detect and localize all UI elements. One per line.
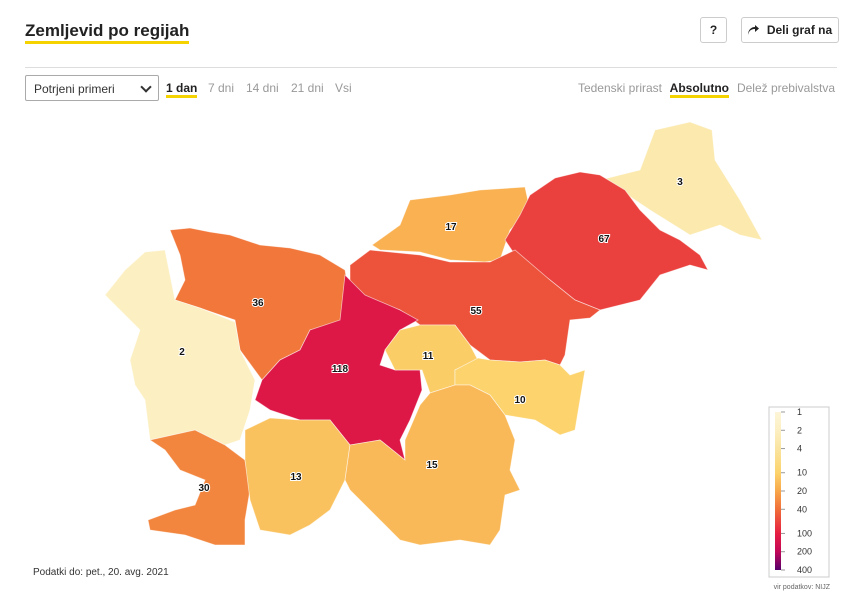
legend-label: 100 xyxy=(797,528,812,538)
region xyxy=(598,121,763,241)
region-label: 118 xyxy=(332,364,349,375)
legend-bar xyxy=(775,412,781,570)
measure-option[interactable]: Tedenski prirast xyxy=(577,81,662,95)
legend-label: 2 xyxy=(797,425,802,435)
share-label: Deli graf na xyxy=(766,23,833,37)
region-label: 30 xyxy=(198,483,210,494)
region xyxy=(344,384,521,546)
dataset-select[interactable]: Potrjeni primeri xyxy=(25,75,159,101)
share-button[interactable]: Deli graf na xyxy=(741,17,839,43)
period-option[interactable]: 7 dni xyxy=(208,81,235,95)
period-option[interactable]: Vsi xyxy=(335,81,352,95)
region xyxy=(244,417,351,536)
legend-label: 40 xyxy=(797,504,807,514)
region-label: 10 xyxy=(514,395,526,406)
region-label: 55 xyxy=(470,306,482,317)
period-option[interactable]: 1 dan xyxy=(166,81,198,98)
legend-label: 1 xyxy=(797,407,802,417)
legend-label: 200 xyxy=(797,547,812,557)
period-option[interactable]: 14 dni xyxy=(246,81,279,95)
footnote: Podatki do: pet., 20. avg. 2021 xyxy=(33,567,169,578)
region xyxy=(104,249,256,446)
legend-label: 400 xyxy=(797,565,812,575)
region xyxy=(147,429,251,546)
source: vir podatkov: NIJZ xyxy=(774,584,831,591)
share-icon xyxy=(747,25,759,35)
region-label: 2 xyxy=(179,347,185,358)
region-label: 11 xyxy=(423,351,434,362)
measure-option[interactable]: Delež prebivalstva xyxy=(736,81,835,95)
region-label: 67 xyxy=(598,234,610,245)
region-label: 15 xyxy=(426,460,438,471)
region-label: 3 xyxy=(677,177,683,188)
measure-option[interactable]: Absolutno xyxy=(669,81,729,98)
legend-label: 10 xyxy=(797,468,807,478)
region-label: 36 xyxy=(252,298,264,309)
legend-label: 20 xyxy=(797,486,807,496)
legend-label: 4 xyxy=(797,444,802,454)
divider xyxy=(25,67,837,68)
help-button[interactable]: ? xyxy=(700,17,727,43)
region-label: 13 xyxy=(290,472,302,483)
title: Zemljevid po regijah xyxy=(25,21,190,44)
period-option[interactable]: 21 dni xyxy=(291,81,324,95)
region-label: 17 xyxy=(445,222,457,233)
